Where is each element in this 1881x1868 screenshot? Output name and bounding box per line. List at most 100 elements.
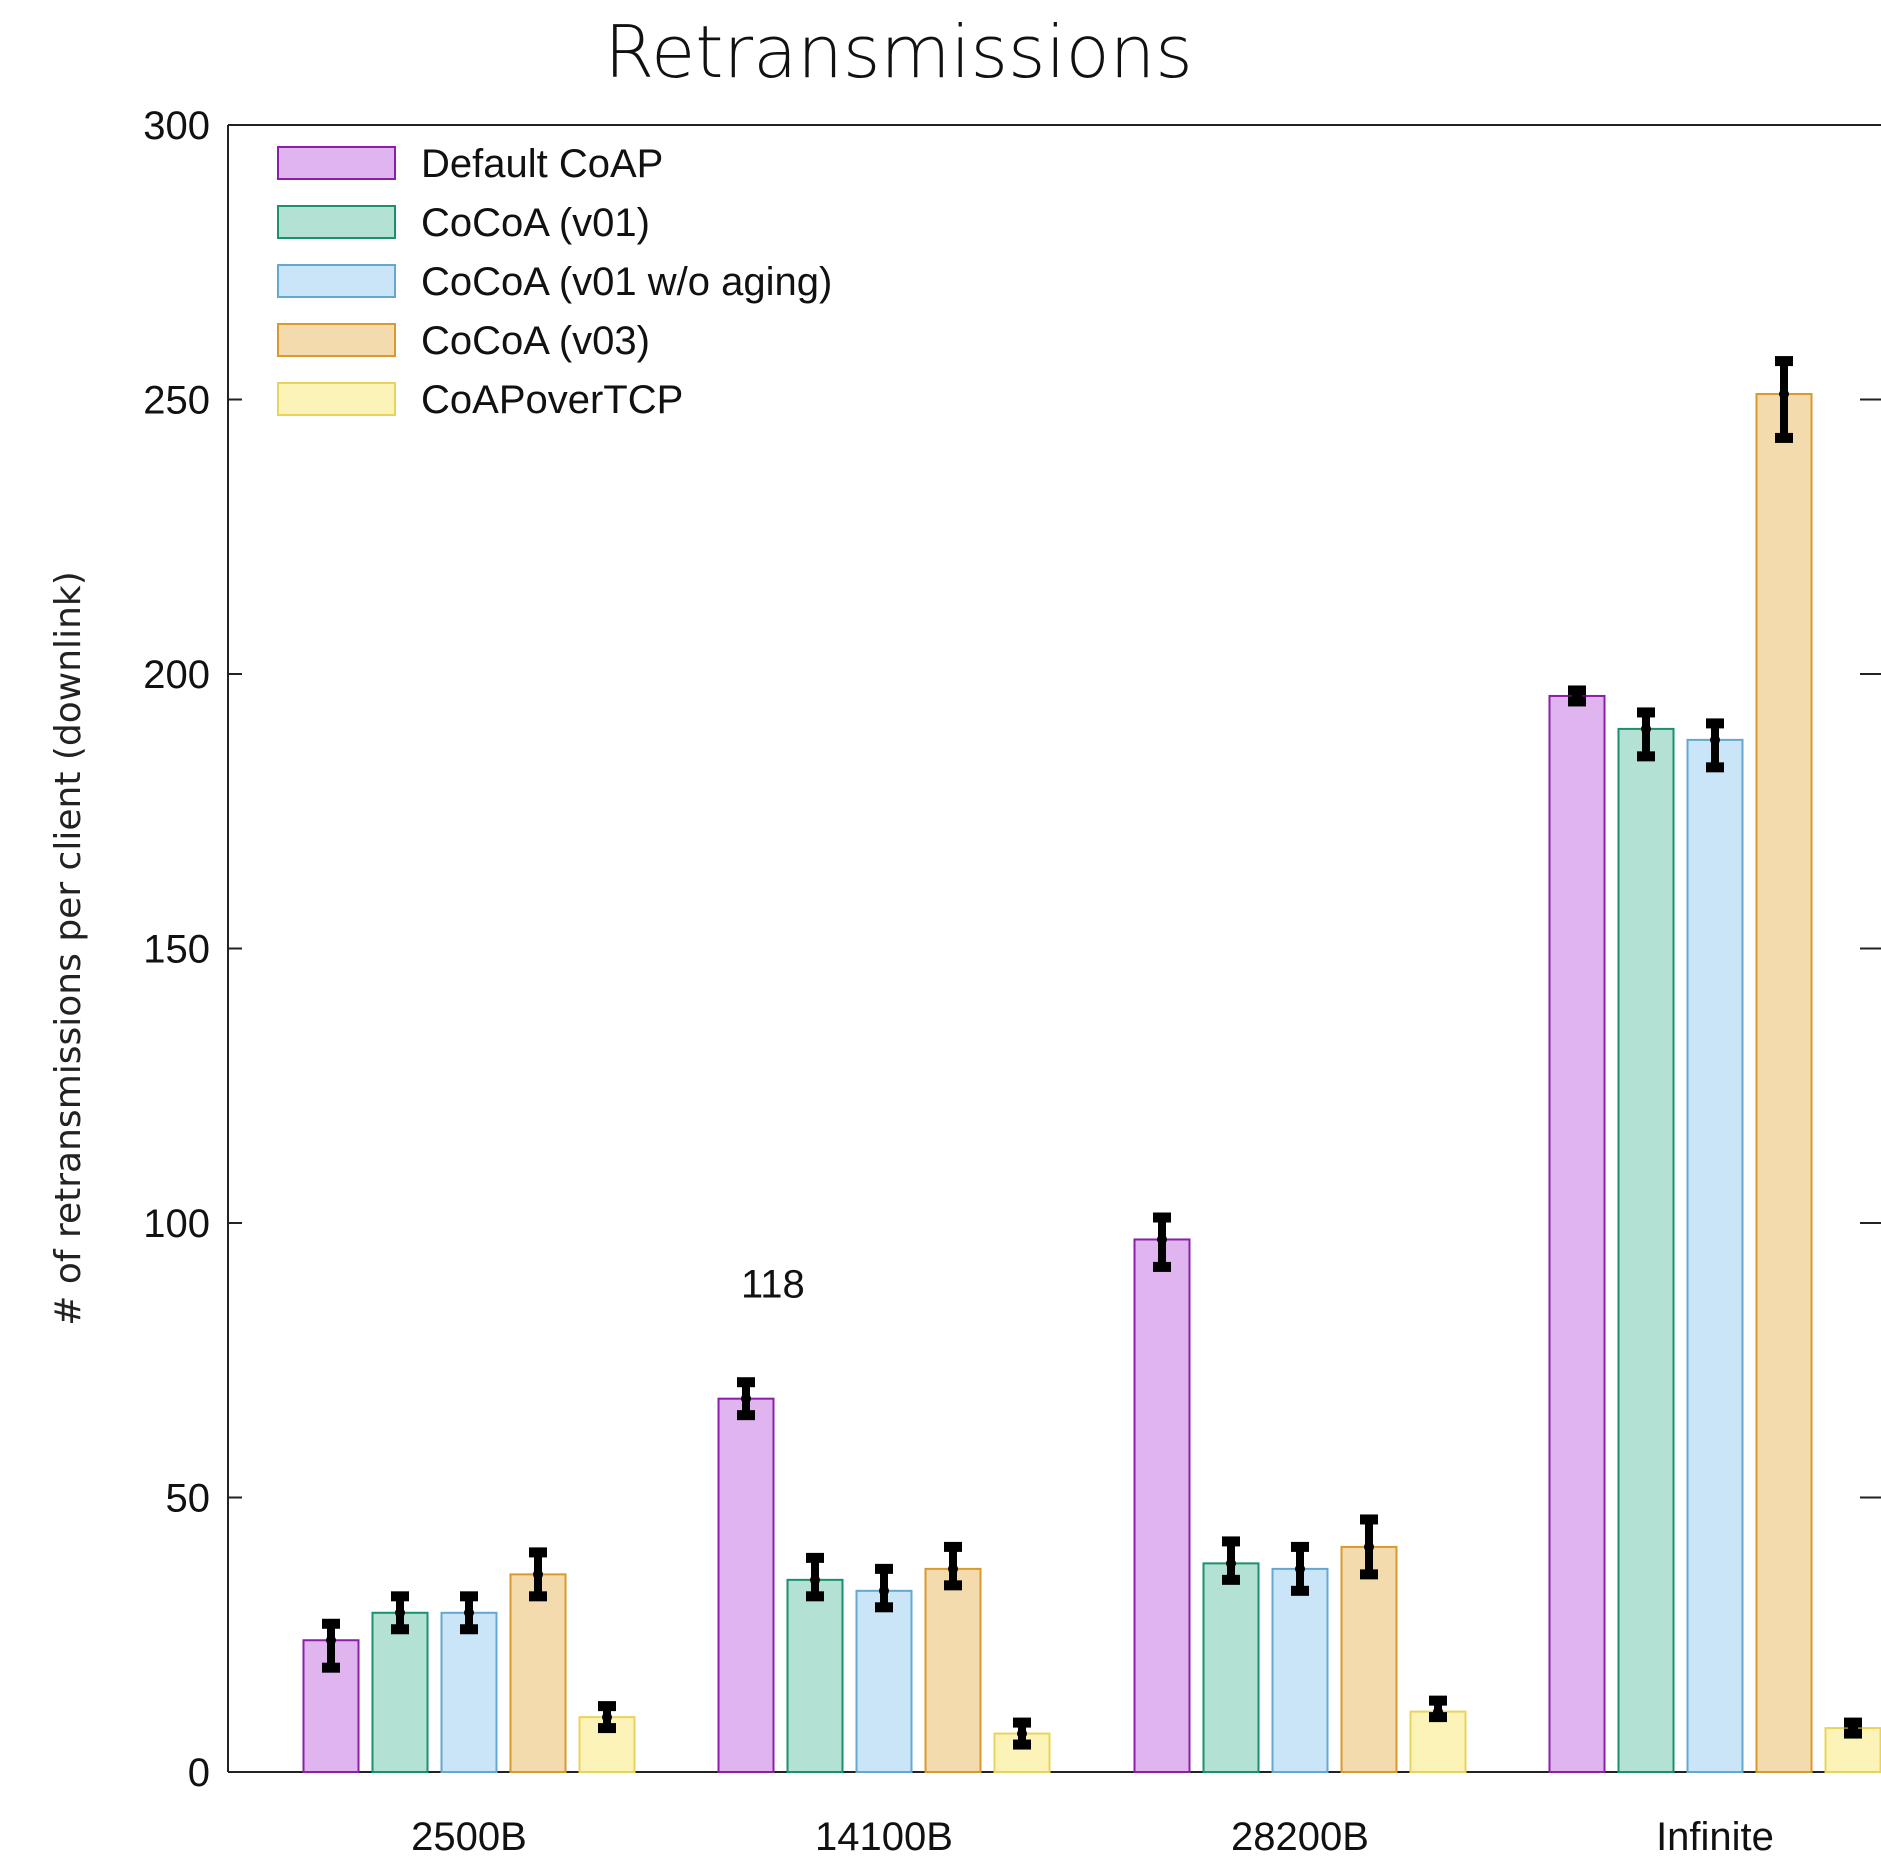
error-mean (810, 1574, 820, 1585)
legend-label: Default CoAP (421, 142, 663, 186)
annotation-label: 118 (741, 1262, 805, 1306)
error-cap-bottom (1013, 1739, 1031, 1750)
y-tick-label: 300 (143, 104, 210, 148)
error-cap-bottom (944, 1580, 962, 1591)
error-cap-bottom (1637, 751, 1655, 762)
error-mean (1157, 1234, 1167, 1245)
error-cap-top (944, 1541, 962, 1552)
error-mean (533, 1569, 543, 1580)
error-mean (1572, 690, 1582, 701)
error-mean (1017, 1728, 1027, 1739)
bar (717, 1397, 775, 1774)
error-cap-bottom (875, 1602, 893, 1613)
y-tick-label: 150 (143, 928, 210, 972)
y-axis-title: # of retransmissions per client (downlin… (48, 571, 89, 1326)
legend-label: CoCoA (v03) (421, 319, 650, 363)
error-mean (464, 1607, 474, 1618)
axes: 0 50 100 150 200 250 300 # of retransmissions p… (48, 104, 1881, 1795)
error-cap-bottom (1844, 1728, 1862, 1739)
legend-swatch (277, 323, 396, 357)
error-cap-bottom (737, 1410, 755, 1421)
y-tick-label: 250 (143, 379, 210, 423)
error-cap-bottom (806, 1591, 824, 1602)
error-cap-bottom (322, 1662, 340, 1673)
error-cap-top (598, 1701, 616, 1712)
error-mean (1641, 723, 1651, 734)
bar (509, 1573, 567, 1773)
error-mean (741, 1393, 751, 1404)
error-cap-top (1429, 1695, 1447, 1706)
error-cap-bottom (391, 1624, 409, 1635)
x-tick-label: 14100B (815, 1815, 953, 1859)
bar (1548, 694, 1606, 1774)
legend-label: CoAPoverTCP (421, 378, 683, 422)
y-tick-label: 50 (166, 1477, 211, 1521)
error-cap-top (1291, 1541, 1309, 1552)
error-cap-top (1013, 1717, 1031, 1728)
error-mean (326, 1635, 336, 1646)
error-mean (395, 1607, 405, 1618)
bar (855, 1589, 913, 1773)
error-cap-top (460, 1591, 478, 1602)
error-mean (879, 1585, 889, 1596)
x-tick-label: 2500B (411, 1815, 527, 1859)
y-tick-label: 0 (188, 1751, 210, 1795)
error-cap-top (1360, 1514, 1378, 1525)
bar (1133, 1238, 1191, 1773)
error-cap-bottom (1568, 696, 1586, 707)
bar (1617, 727, 1675, 1773)
error-cap-bottom (529, 1591, 547, 1602)
error-mean (1848, 1723, 1858, 1734)
error-cap-bottom (1429, 1712, 1447, 1723)
error-cap-bottom (598, 1723, 616, 1734)
bar (1202, 1562, 1260, 1773)
legend-swatch (277, 146, 396, 180)
y-tick-label: 100 (143, 1202, 210, 1246)
error-cap-top (875, 1563, 893, 1574)
bar (1686, 738, 1744, 1773)
error-cap-top (1706, 718, 1724, 729)
bar (371, 1611, 429, 1774)
legend-label: CoCoA (v01 w/o aging) (421, 260, 832, 304)
error-cap-top (1568, 685, 1586, 696)
error-mean (1779, 389, 1789, 400)
bar (1755, 393, 1813, 1773)
bar (924, 1567, 982, 1773)
bar (1340, 1545, 1398, 1774)
error-cap-top (1637, 707, 1655, 718)
error-cap-bottom (460, 1624, 478, 1635)
error-cap-bottom (1775, 432, 1793, 443)
error-cap-top (1153, 1212, 1171, 1223)
error-cap-bottom (1222, 1574, 1240, 1585)
error-cap-top (1222, 1536, 1240, 1547)
legend-swatch (277, 264, 396, 298)
error-cap-top (737, 1377, 755, 1388)
bars (302, 356, 1881, 1774)
error-cap-bottom (1706, 762, 1724, 773)
error-cap-top (1844, 1717, 1862, 1728)
error-cap-top (806, 1552, 824, 1563)
error-cap-bottom (1360, 1569, 1378, 1580)
error-mean (1295, 1563, 1305, 1574)
x-tick-label: 28200B (1231, 1815, 1369, 1859)
bar (440, 1611, 498, 1774)
error-mean (1364, 1541, 1374, 1552)
x-tick-label: Infinite (1656, 1815, 1774, 1859)
error-mean (948, 1563, 958, 1574)
bar (1271, 1567, 1329, 1773)
error-cap-top (391, 1591, 409, 1602)
error-cap-top (529, 1547, 547, 1558)
chart-title: Retransmissions (604, 10, 1193, 94)
legend-label: CoCoA (v01) (421, 201, 650, 245)
error-mean (1226, 1558, 1236, 1569)
error-cap-bottom (1291, 1585, 1309, 1596)
legend: Default CoAP CoCoA (v01) CoCoA (v01 w/o ag… (277, 142, 832, 422)
error-mean (1710, 734, 1720, 745)
error-cap-top (1775, 356, 1793, 367)
error-mean (1433, 1706, 1443, 1717)
y-tick-label: 200 (143, 653, 210, 697)
labels: 2500B 14100B 28200B Infinite 118 (411, 1262, 1774, 1859)
error-cap-bottom (1153, 1261, 1171, 1272)
legend-swatch (277, 382, 396, 416)
